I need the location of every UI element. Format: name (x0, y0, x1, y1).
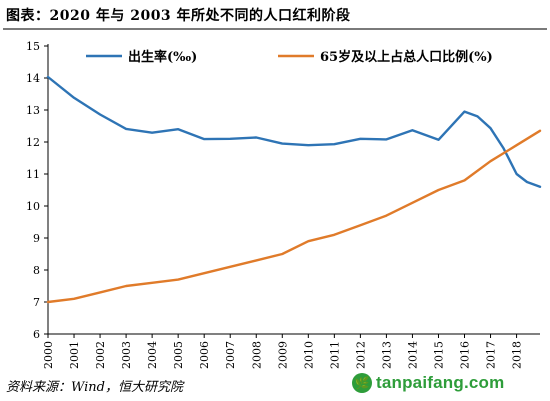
x-tick-label: 2015 (432, 341, 445, 369)
legend-label: 65岁及以上占总人口比例(%) (320, 49, 493, 65)
birth-rate-line (46, 75, 542, 189)
x-tick-label: 2009 (276, 341, 289, 369)
y-tick-label: 10 (26, 200, 40, 213)
x-tick-label: 2014 (406, 341, 419, 369)
chart-axes: 6 7 8 9 10 11 12 13 14 15 2000 2001 2002 2003 2004 2005… (26, 40, 540, 369)
y-tick-label: 11 (26, 168, 40, 181)
y-tick-label: 13 (26, 104, 40, 117)
y-tick-label: 15 (26, 40, 40, 53)
y-tick-label: 12 (26, 136, 40, 149)
x-tick-label: 2003 (120, 341, 133, 369)
x-tick-label: 2001 (68, 341, 81, 369)
x-tick-label: 2008 (250, 341, 263, 369)
x-tick-label: 2000 (42, 341, 55, 369)
page-title: 图表：2020 年与 2003 年所处不同的人口红利阶段 (6, 8, 351, 24)
leaf-icon: 🌿 (352, 373, 372, 393)
x-tick-label: 2007 (224, 341, 237, 369)
source-note: 资料来源：Wind，恒大研究院 (6, 380, 183, 395)
y-tick-label: 8 (33, 264, 40, 277)
x-tick-label: 2006 (198, 341, 211, 369)
chart-legend: 出生率(‰) 65岁及以上占总人口比例(%) (86, 49, 493, 65)
chart-series (46, 75, 542, 304)
y-tick-label: 6 (33, 328, 40, 341)
x-tick-label: 2016 (459, 341, 472, 369)
x-tick-label: 2004 (146, 341, 159, 369)
y-tick-label: 7 (33, 296, 40, 309)
x-tick-label: 2018 (511, 341, 524, 369)
legend-label: 出生率(‰) (128, 49, 197, 65)
title-divider (3, 28, 547, 30)
x-tick-label: 2012 (354, 341, 367, 369)
watermark-text: tanpaifang.com (376, 373, 505, 392)
x-tick-label: 2010 (302, 341, 315, 369)
x-tick-label: 2013 (380, 341, 393, 369)
watermark: 🌿 tanpaifang.com (352, 371, 504, 395)
x-tick-label: 2005 (172, 341, 185, 369)
y-tick-label: 14 (26, 72, 40, 85)
x-tick-label: 2002 (94, 341, 107, 369)
aged-65-plus-share-line (46, 129, 542, 304)
x-tick-label: 2011 (328, 341, 341, 369)
y-tick-label: 9 (33, 232, 40, 245)
x-tick-label: 2017 (485, 341, 498, 369)
